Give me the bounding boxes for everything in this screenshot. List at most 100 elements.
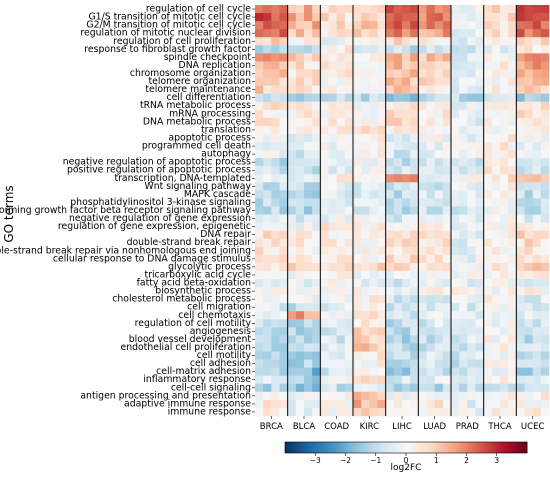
heatmap-cell: [263, 319, 272, 328]
heatmap-cell: [426, 101, 436, 111]
go-term-label: telomere organization: [148, 76, 251, 87]
heatmap-cell: [255, 142, 264, 151]
heatmap-cell: [369, 295, 378, 304]
heatmap-cell: [295, 279, 305, 288]
colorbar-segment: [397, 442, 401, 453]
heatmap-cell: [410, 230, 419, 240]
heatmap-cell: [524, 133, 534, 143]
heatmap-cell: [402, 311, 411, 320]
heatmap-cell: [393, 190, 403, 199]
heatmap-cell: [516, 158, 525, 167]
colorbar-segment: [460, 442, 463, 453]
heatmap-cell: [410, 359, 419, 368]
heatmap-cell: [279, 391, 289, 401]
heatmap-cell: [451, 311, 460, 320]
heatmap-cell: [467, 246, 476, 256]
heatmap-cell: [524, 335, 534, 344]
heatmap-cell: [377, 287, 387, 296]
heatmap-cell: [483, 5, 493, 14]
heatmap-cell: [353, 343, 362, 352]
heatmap-cell: [516, 133, 525, 143]
heatmap-cell: [500, 158, 509, 167]
heatmap-cell: [524, 383, 534, 393]
heatmap-cell: [426, 85, 436, 94]
heatmap-cell: [532, 367, 542, 377]
heatmap-cell: [344, 158, 354, 167]
heatmap-cell: [385, 214, 395, 223]
heatmap-cell: [451, 101, 460, 111]
heatmap-cell: [410, 45, 419, 54]
heatmap-cell: [418, 166, 427, 175]
heatmap-cell: [418, 279, 427, 288]
heatmap-cell: [524, 303, 534, 312]
heatmap-cell: [410, 407, 419, 417]
heatmap-cell: [451, 351, 460, 360]
heatmap-cell: [426, 198, 436, 207]
heatmap-cell: [516, 351, 525, 360]
heatmap-cell: [312, 399, 321, 409]
heatmap-cell: [467, 351, 476, 360]
heatmap-cell: [320, 303, 329, 312]
heatmap-cell: [271, 166, 280, 175]
heatmap-cell: [475, 13, 485, 22]
heatmap-cell: [508, 174, 517, 183]
heatmap-cell: [426, 319, 436, 328]
heatmap-cell: [344, 238, 354, 248]
heatmap-cell: [467, 29, 476, 38]
heatmap-cell: [426, 166, 436, 175]
heatmap-cell: [442, 5, 452, 14]
heatmap-cell: [279, 246, 289, 256]
heatmap-cell: [540, 45, 550, 54]
heatmap-cell: [524, 85, 534, 94]
heatmap-cell: [491, 85, 501, 94]
colorbar-segment: [389, 442, 393, 453]
heatmap-cell: [540, 375, 550, 385]
heatmap-cell: [475, 279, 485, 288]
colorbar-segment: [520, 442, 524, 453]
heatmap-cell: [500, 77, 509, 86]
heatmap-cell: [475, 295, 485, 304]
colorbar-segment: [325, 442, 328, 453]
heatmap-cell: [255, 359, 264, 368]
heatmap-cell: [426, 399, 436, 409]
heatmap-cell: [385, 45, 395, 54]
heatmap-cell: [336, 375, 346, 385]
heatmap-cell: [320, 198, 329, 207]
heatmap-cell: [353, 174, 362, 183]
heatmap-cell: [524, 246, 534, 256]
heatmap-cell: [271, 117, 280, 127]
heatmap-cell: [393, 270, 403, 280]
heatmap-cell: [271, 37, 280, 46]
heatmap-cell: [320, 399, 329, 409]
heatmap-cell: [459, 391, 468, 401]
heatmap-cell: [442, 375, 452, 385]
heatmap-cell: [295, 287, 305, 296]
heatmap-cell: [295, 109, 305, 119]
heatmap-cell: [255, 303, 264, 312]
heatmap-cell: [434, 359, 444, 368]
heatmap-cell: [475, 29, 485, 38]
colorbar-segment: [462, 442, 465, 453]
heatmap-cell: [491, 254, 501, 264]
heatmap-cell: [287, 383, 297, 393]
heatmap-cell: [385, 303, 395, 312]
heatmap-cell: [336, 343, 346, 352]
heatmap-cell: [467, 45, 476, 54]
heatmap-cell: [459, 158, 468, 167]
heatmap-cell: [524, 182, 534, 191]
heatmap-cell: [434, 335, 444, 344]
heatmap-cell: [475, 21, 485, 30]
colorbar-segment: [440, 442, 443, 453]
heatmap-cell: [500, 101, 509, 111]
heatmap-cell: [353, 45, 362, 54]
heatmap-cell: [426, 254, 436, 264]
heatmap-cell: [532, 117, 542, 127]
heatmap-cell: [377, 327, 387, 336]
heatmap-cell: [353, 53, 362, 62]
heatmap-cell: [540, 383, 550, 393]
heatmap-cell: [402, 150, 411, 159]
heatmap-cell: [255, 399, 264, 409]
colorbar-segment: [484, 442, 488, 453]
heatmap-cell: [475, 166, 485, 175]
heatmap-cell: [369, 109, 378, 119]
